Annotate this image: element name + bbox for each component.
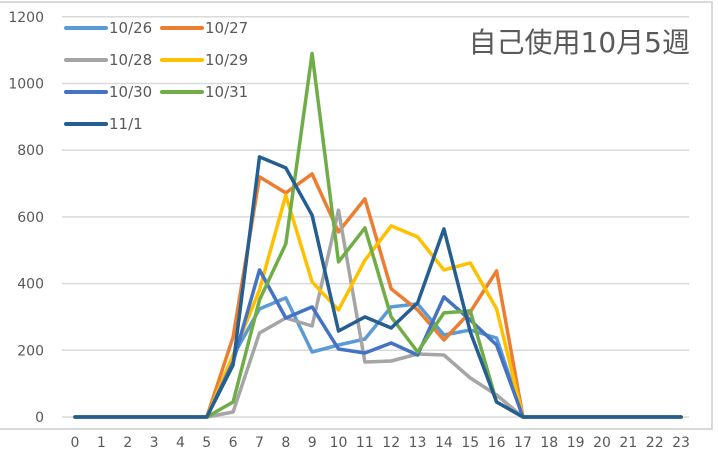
legend-label: 10/26 <box>109 19 152 37</box>
x-tick-label: 18 <box>540 435 558 451</box>
y-tick-label: 600 <box>17 210 44 226</box>
series-line-10-26 <box>73 296 683 419</box>
x-tick-label: 1 <box>97 435 106 451</box>
x-tick-label: 15 <box>461 435 479 451</box>
x-tick-label: 8 <box>281 435 290 451</box>
x-tick-label: 20 <box>593 435 611 451</box>
legend-item: 10/26 <box>64 19 152 37</box>
legend-item: 10/29 <box>160 51 248 69</box>
y-tick-label: 1200 <box>8 10 44 26</box>
series-line-10-27 <box>73 172 683 419</box>
x-tick-label: 2 <box>123 435 132 451</box>
chart-frame <box>0 1 713 430</box>
series-line-10-29 <box>73 193 683 419</box>
x-tick-label: 3 <box>150 435 159 451</box>
x-tick-label: 14 <box>435 435 453 451</box>
gridlines <box>62 16 689 418</box>
x-tick-label: 16 <box>488 435 506 451</box>
x-tick-label: 4 <box>176 435 185 451</box>
legend-label: 11/1 <box>109 115 143 133</box>
y-tick-label: 0 <box>35 410 44 426</box>
y-axis-labels: 0 200 400 600 800 1000 1200 <box>8 10 44 426</box>
legend-item: 10/30 <box>64 83 152 101</box>
x-tick-label: 23 <box>672 435 690 451</box>
legend-label: 10/27 <box>205 19 248 37</box>
y-tick-label: 200 <box>17 343 44 359</box>
legend-label: 10/29 <box>205 51 248 69</box>
legend-item: 11/1 <box>64 115 143 133</box>
x-axis-labels: 0 1 2 3 4 5 6 7 8 9 10 11 12 13 14 15 16 17 18 19 20 21 22 23 <box>71 435 690 451</box>
data-series <box>73 51 683 419</box>
x-tick-label: 12 <box>382 435 400 451</box>
x-tick-label: 10 <box>330 435 348 451</box>
y-tick-label: 800 <box>17 143 44 159</box>
legend-label: 10/28 <box>109 51 152 69</box>
x-tick-label: 11 <box>356 435 374 451</box>
y-tick-label: 1000 <box>8 77 44 93</box>
legend-item: 10/27 <box>160 19 248 37</box>
x-tick-label: 19 <box>567 435 585 451</box>
x-tick-label: 21 <box>619 435 637 451</box>
series-line-11-1 <box>73 155 683 419</box>
x-tick-label: 6 <box>229 435 238 451</box>
legend-label: 10/31 <box>205 83 248 101</box>
chart-title: 自己使用10月5週 <box>469 26 690 59</box>
legend-label: 10/30 <box>109 83 152 101</box>
x-tick-label: 13 <box>409 435 427 451</box>
legend-item: 10/31 <box>160 83 248 101</box>
x-tick-label: 22 <box>646 435 664 451</box>
legend: 10/26 10/27 10/28 10/29 10/30 10/31 11/1 <box>64 19 248 133</box>
x-tick-label: 5 <box>202 435 211 451</box>
x-tick-label: 7 <box>255 435 264 451</box>
series-line-10-30 <box>73 268 683 419</box>
y-tick-label: 400 <box>17 277 44 293</box>
x-tick-label: 17 <box>514 435 532 451</box>
x-tick-label: 9 <box>308 435 317 451</box>
legend-item: 10/28 <box>64 51 152 69</box>
x-tick-label: 0 <box>71 435 80 451</box>
